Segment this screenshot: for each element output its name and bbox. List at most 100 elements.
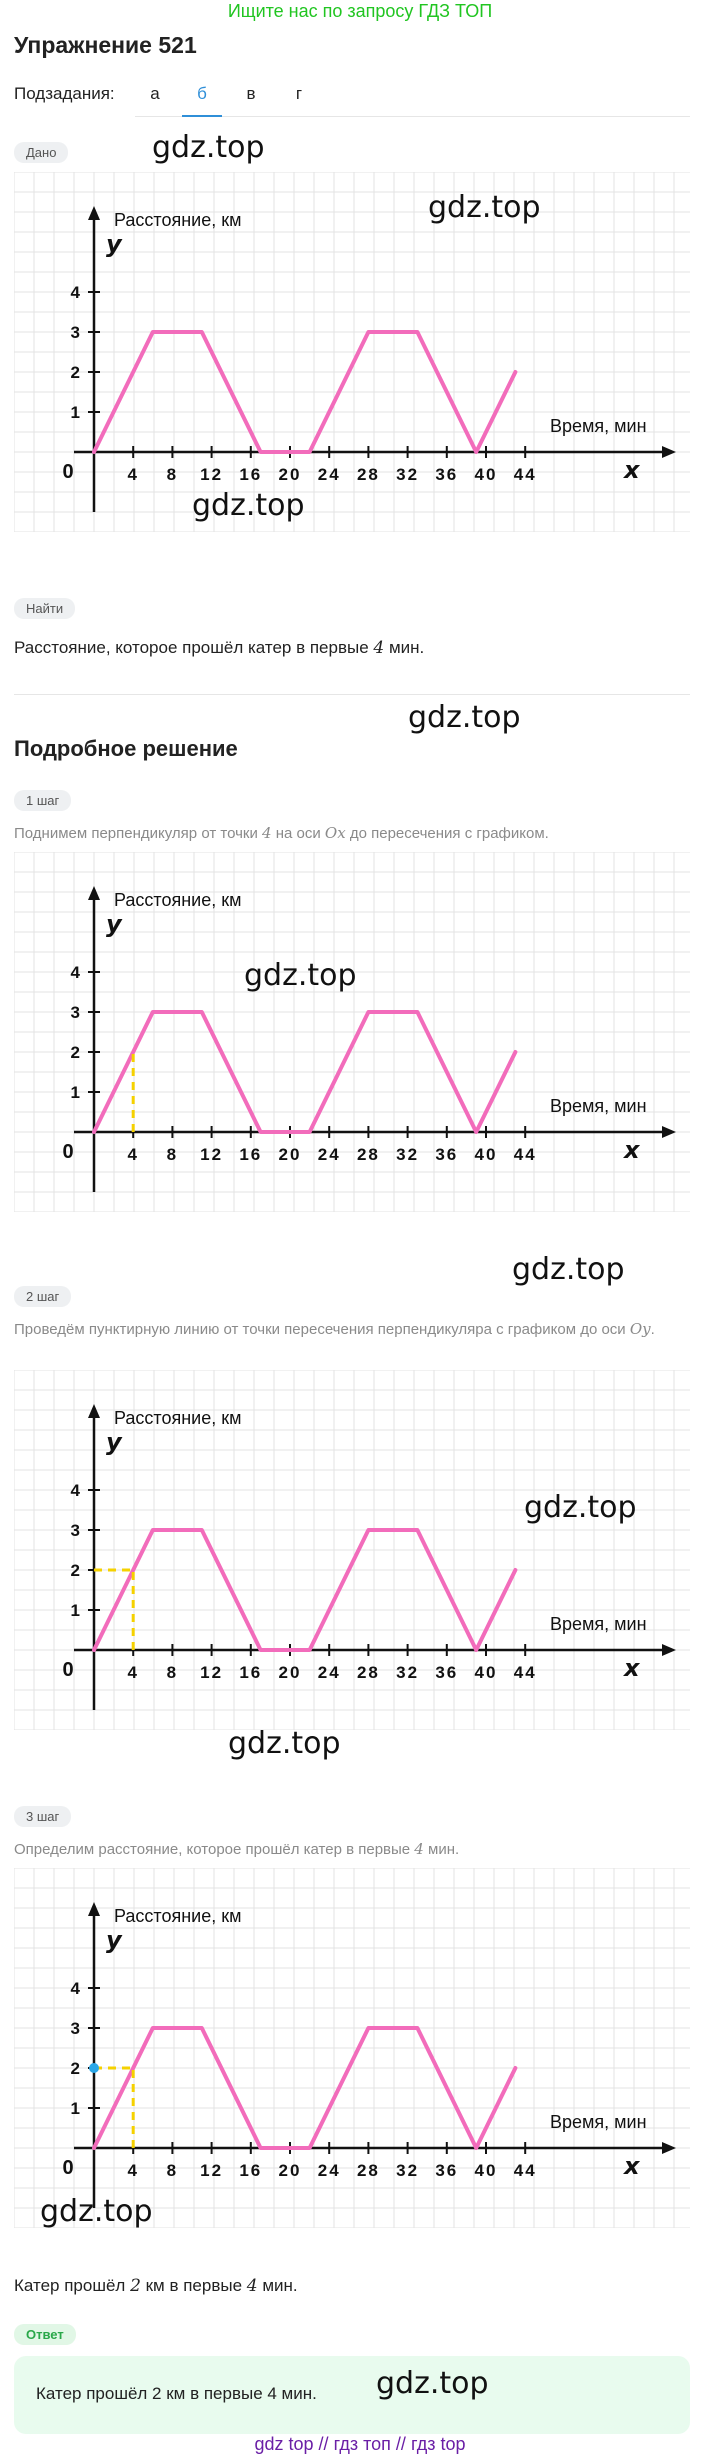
x-tick-label: 32	[396, 465, 419, 484]
y-axis-letter: y	[106, 1428, 123, 1456]
x-tick-label: 24	[318, 2161, 341, 2180]
find-badge: Найти	[14, 598, 76, 619]
y-axis-label: Расстояние, км	[114, 210, 241, 230]
step-1-graph: Расстояние, км y Время, мин x 0 4 8 12 16 20 24 28 3…	[14, 852, 690, 1212]
series-line	[92, 2026, 518, 2150]
watermark: gdz.top	[428, 190, 541, 225]
step-2-text-before: Проведём пунктирную линию от точки перес…	[14, 1321, 630, 1338]
given-badge: Дано	[14, 142, 69, 163]
subtask-tab-v[interactable]: в	[246, 84, 256, 103]
y-tick-label: 3	[71, 323, 80, 342]
step-1-text-before: Поднимем перпендикуляр от точки	[14, 825, 263, 842]
x-axis-letter: x	[623, 1136, 641, 1164]
x-tick-label: 8	[167, 465, 178, 484]
x-tick-label: 4	[127, 1145, 138, 1164]
x-tick-label: 12	[200, 1663, 223, 1682]
x-tick-label: 28	[357, 2161, 380, 2180]
y-tick-label: 1	[71, 1601, 80, 1620]
x-axis-arrow	[662, 446, 676, 458]
watermark: gdz.top	[244, 958, 357, 993]
x-tick-label: 20	[279, 1663, 302, 1682]
y-tick-label: 4	[71, 283, 81, 302]
x-tick-label: 44	[514, 1145, 537, 1164]
x-tick-label: 32	[396, 1145, 419, 1164]
x-tick-label: 28	[357, 1145, 380, 1164]
y-tick-label: 4	[71, 963, 81, 982]
subtask-tab-b[interactable]: б	[182, 82, 222, 117]
y-axis-label: Расстояние, км	[114, 890, 241, 910]
footer-link-1[interactable]: gdz top	[254, 2434, 314, 2454]
y-axis-arrow	[88, 206, 100, 220]
x-tick-label: 40	[475, 465, 498, 484]
y-axis-arrow	[88, 1902, 100, 1916]
step-1-text: Поднимем перпендикуляр от точки 4 на оси…	[14, 822, 549, 845]
divider	[14, 694, 690, 695]
y-axis-arrow	[88, 1404, 100, 1418]
x-tick-label: 4	[127, 1663, 138, 1682]
y-tick-label: 2	[71, 2059, 80, 2078]
conclusion-text: Катер прошёл 2 км в первые 4 мин.	[14, 2274, 298, 2298]
y-axis-label: Расстояние, км	[114, 1906, 241, 1926]
x-tick-label: 44	[514, 465, 537, 484]
y-tick-label: 1	[71, 2099, 80, 2118]
footer: gdz top // гдз топ // гдз top	[0, 2434, 720, 2455]
step-1-axis: Ox	[324, 824, 346, 842]
footer-separator: //	[318, 2434, 329, 2454]
answer-badge: Ответ	[14, 2324, 76, 2345]
x-tick-label: 24	[318, 465, 341, 484]
y-tick-label: 4	[71, 1481, 81, 1500]
given-graph: Расстояние, км y Время, мин x 0 4 8 12 16 20 24 28 3…	[14, 172, 690, 532]
page-title: Упражнение 521	[14, 32, 197, 58]
conclusion-num1: 2	[130, 2276, 141, 2296]
watermark: gdz.top	[40, 2194, 153, 2229]
y-tick-label: 1	[71, 403, 80, 422]
x-tick-label: 44	[514, 1663, 537, 1682]
y-tick-label: 3	[71, 2019, 80, 2038]
subtask-tab-a[interactable]: а	[150, 84, 160, 103]
subtask-tab-g[interactable]: г	[295, 84, 303, 103]
x-tick-label: 4	[127, 465, 138, 484]
y-tick-label: 4	[71, 1979, 81, 1998]
footer-link-3[interactable]: гдз top	[410, 2434, 466, 2454]
x-tick-label: 8	[167, 2161, 178, 2180]
x-axis-label: Время, мин	[550, 416, 647, 436]
y-tick-label: 1	[71, 1083, 80, 1102]
step-2-text-after: .	[650, 1321, 655, 1338]
footer-link-2[interactable]: гдз топ	[333, 2434, 391, 2454]
find-text-before: Расстояние, которое прошёл катер в первы…	[14, 638, 374, 657]
x-tick-label: 40	[475, 1663, 498, 1682]
watermark: gdz.top	[228, 1726, 341, 1761]
y-tick-label: 2	[71, 1043, 80, 1062]
x-tick-label: 40	[475, 1145, 498, 1164]
conclusion-before: Катер прошёл	[14, 2276, 131, 2295]
step-3-number: 4	[414, 1840, 424, 1858]
series-line	[92, 1528, 518, 1652]
watermark: gdz.top	[376, 2366, 489, 2401]
x-axis-arrow	[662, 1644, 676, 1656]
x-tick-label: 32	[396, 2161, 419, 2180]
step-1-badge: 1 шаг	[14, 790, 72, 811]
subtasks-tabs: а б в г	[135, 72, 690, 117]
step-3-badge: 3 шаг	[14, 1806, 72, 1827]
x-tick-label: 16	[239, 1663, 262, 1682]
step-3-graph: Расстояние, км y Время, мин x 0 4 8 12 16 20 24 28 3…	[14, 1868, 690, 2228]
origin-label: 0	[62, 1141, 73, 1163]
top-banner[interactable]: Ищите нас по запросу ГДЗ ТОП	[227, 1, 493, 21]
x-tick-label: 28	[357, 1663, 380, 1682]
x-axis-letter: x	[623, 1654, 641, 1682]
conclusion-after: мин.	[257, 2276, 298, 2295]
watermark: gdz.top	[408, 700, 521, 735]
x-tick-label: 20	[279, 1145, 302, 1164]
x-tick-label: 36	[435, 1663, 458, 1682]
conclusion-num2: 4	[246, 2276, 258, 2296]
step-2-axis: Oy	[629, 1320, 651, 1338]
y-axis-arrow	[88, 886, 100, 900]
step-1-text-mid: на оси	[271, 825, 325, 842]
x-tick-label: 20	[279, 2161, 302, 2180]
step-1-number: 4	[262, 824, 272, 842]
y-tick-label: 2	[71, 363, 80, 382]
x-tick-label: 28	[357, 465, 380, 484]
